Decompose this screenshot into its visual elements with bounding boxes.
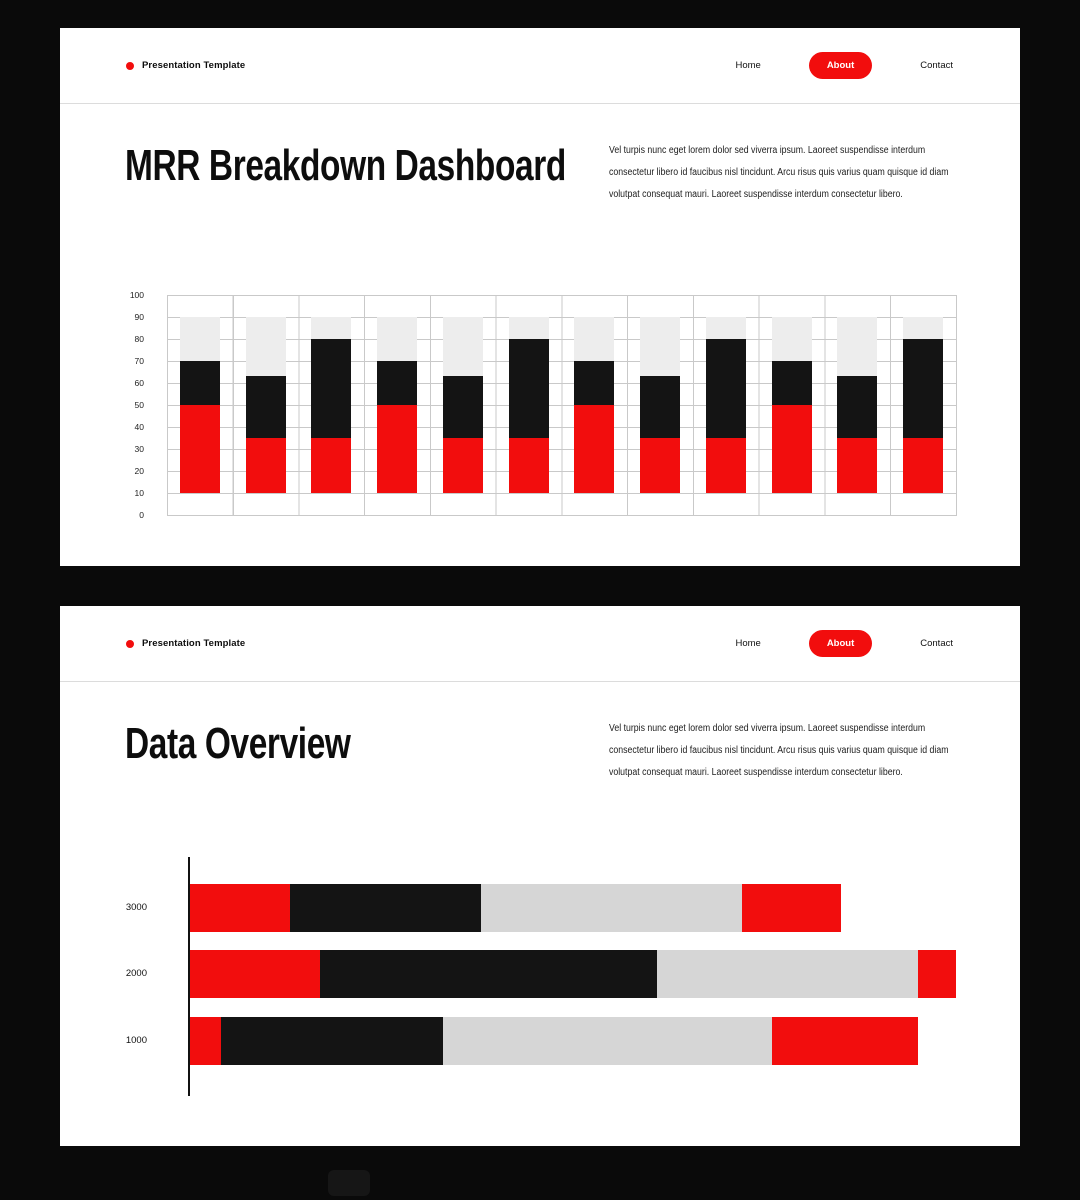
brand-label: Presentation Template <box>142 638 246 649</box>
column-segment-gray <box>508 317 549 339</box>
bar-segment-red <box>190 950 321 998</box>
column-segment-gray <box>837 317 878 377</box>
column-segment-red <box>837 438 878 493</box>
bar-segment-gray <box>657 950 918 998</box>
column-segment-black <box>245 376 286 438</box>
bar-segment-gray <box>481 884 742 932</box>
nav-about[interactable]: About <box>808 629 873 658</box>
bar-row <box>190 1017 918 1065</box>
column-segment-black <box>179 361 220 405</box>
column-segment-gray <box>705 317 746 339</box>
column-segment-gray <box>245 317 286 377</box>
site-header: Presentation Template Home About Contact <box>60 28 1020 104</box>
brand-label: Presentation Template <box>142 60 246 71</box>
y-tick-label: 0 <box>139 510 144 520</box>
column-chart-plot <box>167 295 957 516</box>
column-segment-black <box>508 339 549 438</box>
column-segment-gray <box>903 317 944 339</box>
y-tick-label: 30 <box>134 444 144 454</box>
intro-paragraph: Vel turpis nunc eget lorem dolor sed viv… <box>609 145 949 200</box>
slide-mrr-breakdown: Presentation Template Home About Contact… <box>60 28 1020 566</box>
brand-dot-icon <box>126 61 134 70</box>
bar-row <box>190 884 842 932</box>
bar-segment-red <box>190 884 290 932</box>
brand: Presentation Template <box>126 60 245 71</box>
bar-row-label: 2000 <box>125 968 147 979</box>
bar-segment-black <box>289 884 482 932</box>
column-segment-black <box>903 339 944 438</box>
bar-segment-red-2 <box>917 950 956 998</box>
y-tick-label: 100 <box>129 290 144 300</box>
column-segment-black <box>705 339 746 438</box>
nav-contact[interactable]: Contact <box>920 59 953 71</box>
y-tick-label: 20 <box>134 466 144 476</box>
stacked-column-chart: 100 90 80 70 60 50 40 30 20 10 0 <box>130 290 957 520</box>
column-segment-gray <box>771 317 812 361</box>
column-segment-red <box>574 405 615 493</box>
brand-dot-icon <box>126 639 134 648</box>
bar-segment-black <box>220 1017 443 1065</box>
bar-segment-red-2 <box>741 884 842 932</box>
intro-paragraph: Vel turpis nunc eget lorem dolor sed viv… <box>609 723 949 778</box>
y-tick-label: 40 <box>134 422 144 432</box>
y-axis-line <box>188 857 190 1096</box>
y-tick-label: 90 <box>134 312 144 322</box>
column-segment-red <box>442 438 483 493</box>
nav-home[interactable]: Home <box>735 59 761 71</box>
y-tick-label: 50 <box>134 400 144 410</box>
nav-contact[interactable]: Contact <box>920 637 953 649</box>
column-segment-gray <box>377 317 418 361</box>
bar-row-label: 1000 <box>125 1035 147 1046</box>
watermark-badge <box>328 1170 370 1196</box>
column-segment-gray <box>179 317 220 361</box>
column-segment-red <box>245 438 286 493</box>
column-segment-gray <box>311 317 352 339</box>
brand: Presentation Template <box>126 638 245 649</box>
column-segment-gray <box>574 317 615 361</box>
column-segment-black <box>640 376 681 438</box>
bar-segment-red <box>190 1017 221 1065</box>
column-segment-black <box>377 361 418 405</box>
column-segment-red <box>508 438 549 493</box>
column-segment-gray <box>640 317 681 377</box>
column-segment-black <box>442 376 483 438</box>
y-tick-label: 60 <box>134 378 144 388</box>
column-segment-red <box>771 405 812 493</box>
column-segment-black <box>837 376 878 438</box>
y-tick-label: 80 <box>134 334 144 344</box>
stacked-bar-chart: 3000 2000 1000 <box>60 857 1020 1107</box>
page-title: Data Overview <box>125 719 351 768</box>
bar-segment-gray <box>442 1017 773 1065</box>
column-segment-red <box>311 438 352 493</box>
column-segment-red <box>640 438 681 493</box>
nav-about[interactable]: About <box>808 51 873 80</box>
site-header: Presentation Template Home About Contact <box>60 606 1020 682</box>
column-segment-red <box>377 405 418 493</box>
bar-row-label: 3000 <box>125 902 147 913</box>
y-tick-label: 10 <box>134 488 144 498</box>
column-segment-black <box>311 339 352 438</box>
slide-data-overview: Presentation Template Home About Contact… <box>60 606 1020 1146</box>
main-nav: Home About Contact <box>735 51 953 80</box>
column-segment-red <box>179 405 220 493</box>
column-segment-red <box>705 438 746 493</box>
bar-row <box>190 950 956 998</box>
column-segment-black <box>771 361 812 405</box>
column-segment-black <box>574 361 615 405</box>
page-title: MRR Breakdown Dashboard <box>125 141 566 190</box>
bar-segment-black <box>320 950 658 998</box>
y-tick-label: 70 <box>134 356 144 366</box>
main-nav: Home About Contact <box>735 629 953 658</box>
column-segment-gray <box>442 317 483 377</box>
nav-home[interactable]: Home <box>735 637 761 649</box>
column-segment-red <box>903 438 944 493</box>
bar-segment-red-2 <box>772 1017 918 1065</box>
